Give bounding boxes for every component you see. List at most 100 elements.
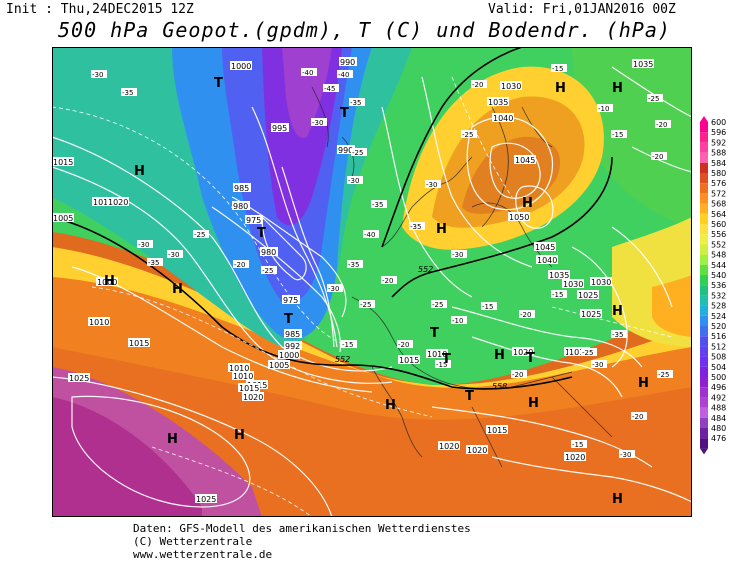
legend-label: 520 xyxy=(711,322,726,331)
isotherm-label: -20 xyxy=(652,153,663,161)
isobar-label: 1040 xyxy=(537,256,557,265)
isobar-label: 1020 xyxy=(565,453,585,462)
pressure-centers: H H H H H H H H H H H H H H H T T T T T … xyxy=(104,76,649,507)
legend-label: 516 xyxy=(711,332,726,341)
legend-label: 576 xyxy=(711,179,726,188)
isotherm-label: -35 xyxy=(348,261,359,269)
isotherm-label: -25 xyxy=(648,95,659,103)
low-pressure-marker: T xyxy=(442,352,451,367)
isobar-label: 1010 xyxy=(427,350,447,359)
isotherm-label: -25 xyxy=(658,371,669,379)
legend-swatch xyxy=(700,315,708,326)
isotherm-label: -15 xyxy=(552,291,563,299)
isotherm-label: -40 xyxy=(364,231,375,239)
isotherm-label: -40 xyxy=(302,69,313,77)
isotherm-label: -25 xyxy=(194,231,205,239)
legend-label: 584 xyxy=(711,159,726,168)
isobar-label: 1030 xyxy=(501,82,521,91)
isotherm-label: -30 xyxy=(620,451,631,459)
isotherms xyxy=(52,76,673,517)
isotherm-label: -30 xyxy=(92,71,103,79)
isobar-label: 1025 xyxy=(196,495,216,504)
isobar-label: 1025 xyxy=(578,291,598,300)
isobar-label: 1005 xyxy=(269,361,289,370)
isotherm-label: -35 xyxy=(350,99,361,107)
legend-swatch xyxy=(700,295,708,306)
legend-swatch xyxy=(700,377,708,388)
valid-time: Valid: Fri,01JAN2016 00Z xyxy=(488,2,676,17)
isobar-label: 1030 xyxy=(563,280,583,289)
isobar-label: 1030 xyxy=(591,278,611,287)
isobar-label: 1040 xyxy=(493,114,513,123)
low-pressure-marker: T xyxy=(526,351,535,366)
isotherm-label: -30 xyxy=(592,361,603,369)
legend-label: 560 xyxy=(711,220,726,229)
legend-swatch xyxy=(700,183,708,194)
legend-swatch xyxy=(700,213,708,224)
legend-label: 484 xyxy=(711,414,726,423)
legend-swatch xyxy=(700,122,708,133)
contour-552-label: 552 xyxy=(418,265,433,274)
isobar-label: 1045 xyxy=(515,156,535,165)
legend-label: 512 xyxy=(711,342,726,351)
legend-swatch xyxy=(700,305,708,316)
low-pressure-marker: T xyxy=(257,226,266,241)
high-pressure-marker: H xyxy=(104,274,115,289)
isobar-label: 1015 xyxy=(399,356,419,365)
isobar-label: 995 xyxy=(272,124,287,133)
isotherm-label: -25 xyxy=(352,149,363,157)
legend-swatch xyxy=(700,152,708,163)
high-pressure-marker: H xyxy=(134,164,145,179)
contour-552-label: 552 xyxy=(335,355,350,364)
temperature-labels: -30-35-40-45-40-35-30-25-30-35-40-35-30-… xyxy=(91,64,673,459)
isotherm-label: -30 xyxy=(168,251,179,259)
isobar-label: 980 xyxy=(233,202,248,211)
legend-swatch xyxy=(700,275,708,286)
legend-label: 500 xyxy=(711,373,726,382)
isobar-label: 1005 xyxy=(53,214,73,223)
isotherm-label: -10 xyxy=(452,317,463,325)
legend-label: 480 xyxy=(711,424,726,433)
isobar-label: 1050 xyxy=(509,213,529,222)
isotherm-label: -25 xyxy=(262,267,273,275)
legend-swatch xyxy=(700,224,708,235)
isobar-label: 992 xyxy=(285,342,300,351)
isotherm-label: -35 xyxy=(372,201,383,209)
legend-label: 536 xyxy=(711,281,726,290)
isobar-label: 1020 xyxy=(513,348,533,357)
legend-swatch xyxy=(700,264,708,275)
isotherm-label: -15 xyxy=(572,441,583,449)
legend-label: 508 xyxy=(711,353,726,362)
isobar-label: 1015 xyxy=(487,426,507,435)
legend-swatch xyxy=(700,173,708,184)
isotherm-label: -35 xyxy=(612,331,623,339)
isotherm-label: -20 xyxy=(632,413,643,421)
isotherm-label: -20 xyxy=(382,277,393,285)
website: www.wetterzentrale.de xyxy=(133,548,273,561)
isobar-label: 1010 xyxy=(89,318,109,327)
legend-label: 556 xyxy=(711,230,726,239)
isobar-label: 1025 xyxy=(69,374,89,383)
legend-bottom-arrow xyxy=(700,448,708,455)
high-pressure-marker: H xyxy=(612,492,623,507)
legend-label: 528 xyxy=(711,302,726,311)
legend-swatch xyxy=(700,234,708,245)
legend-swatch xyxy=(700,417,708,428)
high-pressure-marker: H xyxy=(522,196,533,211)
legend-label: 592 xyxy=(711,138,726,147)
legend-swatch xyxy=(700,407,708,418)
legend-label: 488 xyxy=(711,404,726,413)
high-pressure-marker: H xyxy=(172,282,183,297)
isobar-label: 1015 xyxy=(53,158,73,167)
pressure-labels: 1000 990 995 990 985 980 975 980 975 985… xyxy=(52,57,654,504)
legend-label: 580 xyxy=(711,169,726,178)
isobar-label: 1045 xyxy=(535,243,555,252)
legend-label: 540 xyxy=(711,271,726,280)
isobar-label: 1020 xyxy=(243,393,263,402)
legend-label: 588 xyxy=(711,149,726,158)
isotherm-label: -30 xyxy=(426,181,437,189)
isobar-label: 1015 xyxy=(129,339,149,348)
legend-label: 504 xyxy=(711,363,726,372)
isobar-label: 1010 xyxy=(93,198,113,207)
legend-swatch xyxy=(700,356,708,367)
